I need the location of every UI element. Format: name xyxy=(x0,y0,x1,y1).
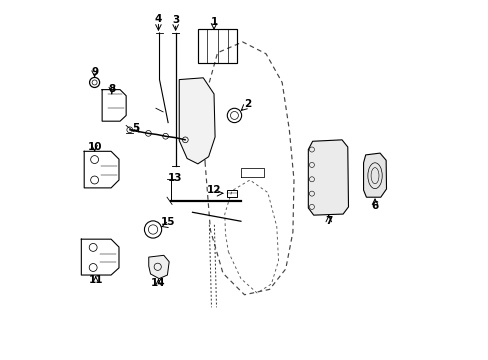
Text: 5: 5 xyxy=(132,123,140,133)
Text: 6: 6 xyxy=(371,201,378,211)
Text: 9: 9 xyxy=(91,67,98,77)
Text: 15: 15 xyxy=(161,217,175,227)
Text: 1: 1 xyxy=(210,17,217,27)
Bar xyxy=(227,190,236,197)
Polygon shape xyxy=(308,140,348,215)
Polygon shape xyxy=(363,153,386,197)
Text: 2: 2 xyxy=(244,99,251,109)
Polygon shape xyxy=(179,78,215,164)
Polygon shape xyxy=(148,255,169,279)
Text: 14: 14 xyxy=(151,278,165,288)
Text: 3: 3 xyxy=(172,15,179,26)
Text: 12: 12 xyxy=(206,185,221,195)
Text: 7: 7 xyxy=(325,216,332,226)
Text: 8: 8 xyxy=(108,84,115,94)
Text: 11: 11 xyxy=(88,275,102,285)
Text: 13: 13 xyxy=(168,173,182,183)
Text: 4: 4 xyxy=(154,14,162,24)
Text: 10: 10 xyxy=(87,142,102,152)
